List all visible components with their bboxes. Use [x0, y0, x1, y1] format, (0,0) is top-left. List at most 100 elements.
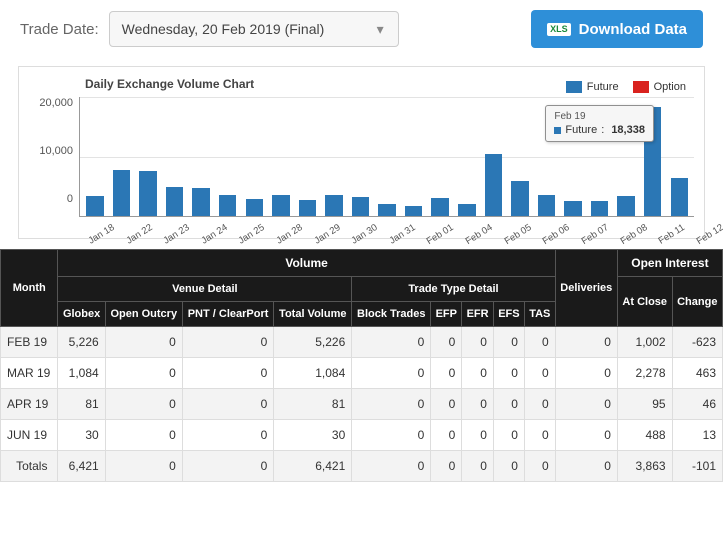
col-trade-type-detail: Trade Type Detail [352, 277, 555, 302]
cell-efr: 0 [462, 420, 494, 451]
bar[interactable] [671, 97, 689, 216]
col-change: Change [672, 277, 722, 327]
cell-total: 1,084 [274, 358, 352, 389]
bar[interactable] [86, 97, 104, 216]
bar[interactable] [511, 97, 529, 216]
bar[interactable] [485, 97, 503, 216]
cell-change: -623 [672, 327, 722, 358]
bar[interactable] [272, 97, 290, 216]
tooltip-swatch [554, 127, 561, 134]
y-tick: 10,000 [39, 145, 73, 157]
cell-block: 0 [352, 327, 431, 358]
cell-pnt: 0 [182, 420, 273, 451]
cell-change: 46 [672, 389, 722, 420]
x-tick: Feb 06 [538, 217, 572, 247]
cell-globex: 5,226 [58, 327, 105, 358]
x-tick: Feb 11 [654, 217, 687, 247]
col-block-trades: Block Trades [352, 302, 431, 327]
legend-item[interactable]: Option [633, 81, 686, 93]
col-deliveries: Deliveries [555, 250, 617, 327]
col-pnt-clearport: PNT / ClearPort [182, 302, 273, 327]
col-month: Month [1, 250, 58, 327]
bar[interactable] [458, 97, 476, 216]
bar[interactable] [325, 97, 343, 216]
volume-table: Month Volume Deliveries Open Interest Ve… [0, 249, 723, 482]
bar[interactable] [299, 97, 317, 216]
top-bar: Trade Date: Wednesday, 20 Feb 2019 (Fina… [0, 0, 723, 60]
x-tick: Jan 25 [234, 217, 267, 247]
cell-total: 81 [274, 389, 352, 420]
trade-date-label: Trade Date: [20, 21, 99, 38]
bar[interactable] [352, 97, 370, 216]
bar[interactable] [113, 97, 131, 216]
bar[interactable] [431, 97, 449, 216]
cell-month: FEB 19 [1, 327, 58, 358]
cell-pnt: 0 [182, 327, 273, 358]
cell-total: 5,226 [274, 327, 352, 358]
cell-block: 0 [352, 420, 431, 451]
download-label: Download Data [579, 21, 687, 38]
cell-at-close: 488 [617, 420, 672, 451]
cell-open-outcry: 0 [105, 389, 182, 420]
cell-efs: 0 [493, 358, 524, 389]
y-tick: 0 [67, 193, 73, 205]
tooltip-value: 18,338 [611, 124, 645, 136]
chart-legend: Future Option [566, 81, 686, 93]
x-tick: Jan 29 [309, 217, 342, 247]
col-globex: Globex [58, 302, 105, 327]
cell-total: 30 [274, 420, 352, 451]
cell-at-close: 95 [617, 389, 672, 420]
download-data-button[interactable]: XLS Download Data [531, 10, 703, 48]
cell-at-close: 1,002 [617, 327, 672, 358]
col-tas: TAS [524, 302, 555, 327]
cell-pnt: 0 [182, 389, 273, 420]
cell-efp: 0 [431, 358, 462, 389]
col-efr: EFR [462, 302, 494, 327]
y-tick: 20,000 [39, 97, 73, 109]
cell-tas: 0 [524, 358, 555, 389]
cell-change: 463 [672, 358, 722, 389]
cell-tas: 0 [524, 420, 555, 451]
col-open-interest: Open Interest [617, 250, 722, 277]
legend-label: Option [654, 81, 686, 93]
col-at-close: At Close [617, 277, 672, 327]
x-tick: Jan 18 [83, 217, 116, 247]
bar[interactable] [405, 97, 423, 216]
x-tick: Jan 31 [384, 217, 417, 247]
cell-open-outcry: 0 [105, 358, 182, 389]
bar[interactable] [166, 97, 184, 216]
x-tick: Jan 22 [121, 217, 154, 247]
chart-x-axis: Jan 18Jan 22Jan 23Jan 24Jan 25Jan 28Jan … [29, 217, 694, 234]
table-row: FEB 19 5,226 0 0 5,226 0 0 0 0 0 0 1,002… [1, 327, 723, 358]
bar[interactable] [139, 97, 157, 216]
trade-date-select[interactable]: Wednesday, 20 Feb 2019 (Final) ▾ [109, 11, 399, 47]
bar[interactable] [246, 97, 264, 216]
x-tick: Feb 04 [460, 217, 494, 247]
legend-swatch [633, 81, 649, 93]
x-tick: Feb 05 [499, 217, 533, 247]
cell-change: 13 [672, 420, 722, 451]
col-open-outcry: Open Outcry [105, 302, 182, 327]
x-tick: Jan 28 [271, 217, 304, 247]
legend-item[interactable]: Future [566, 81, 619, 93]
table-row: APR 19 81 0 0 81 0 0 0 0 0 0 95 46 [1, 389, 723, 420]
cell-efr: 0 [462, 389, 494, 420]
cell-deliveries: 0 [555, 420, 617, 451]
trade-date-value: Wednesday, 20 Feb 2019 (Final) [122, 21, 325, 37]
col-efs: EFS [493, 302, 524, 327]
bar[interactable] [378, 97, 396, 216]
cell-month: APR 19 [1, 389, 58, 420]
cell-efr: 0 [462, 358, 494, 389]
cell-globex: 81 [58, 389, 105, 420]
cell-efp: 0 [431, 420, 462, 451]
table-row: JUN 19 30 0 0 30 0 0 0 0 0 0 488 13 [1, 420, 723, 451]
x-tick: Feb 08 [615, 217, 649, 247]
bar[interactable] [219, 97, 237, 216]
bar[interactable] [192, 97, 210, 216]
table-totals-row: Totals 6,421006,421 00000 03,863-101 [1, 451, 723, 482]
table-body: FEB 19 5,226 0 0 5,226 0 0 0 0 0 0 1,002… [1, 327, 723, 482]
x-tick: Jan 30 [346, 217, 379, 247]
legend-label: Future [587, 81, 619, 93]
cell-block: 0 [352, 358, 431, 389]
x-tick: Feb 01 [422, 217, 456, 247]
